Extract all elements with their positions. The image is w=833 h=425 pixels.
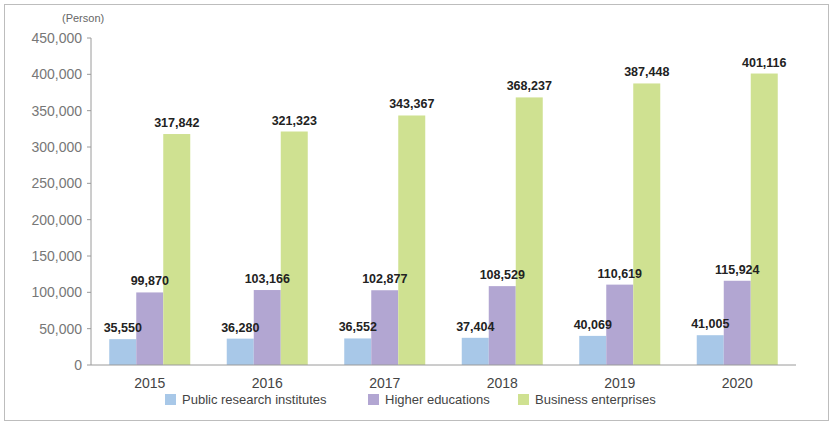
y-axis xyxy=(91,38,92,365)
data-label: 317,842 xyxy=(154,116,199,130)
data-label: 40,069 xyxy=(574,318,612,332)
y-tick-label: 300,000 xyxy=(31,139,82,155)
data-label: 115,924 xyxy=(715,263,760,277)
data-label: 37,404 xyxy=(456,320,494,334)
y-tick xyxy=(87,256,91,257)
data-label: 387,448 xyxy=(624,65,669,79)
data-label: 343,367 xyxy=(389,97,434,111)
bar xyxy=(398,115,425,365)
bar xyxy=(163,134,190,365)
y-tick xyxy=(87,183,91,184)
legend-label: Higher educations xyxy=(385,392,490,407)
data-label: 321,323 xyxy=(272,114,317,128)
y-tick xyxy=(87,219,91,220)
legend-swatch xyxy=(165,394,176,405)
y-tick-label: 100,000 xyxy=(31,284,82,300)
legend-label: Public research institutes xyxy=(182,392,327,407)
bar xyxy=(633,83,660,365)
y-tick-label: 200,000 xyxy=(31,212,82,228)
y-tick xyxy=(87,328,91,329)
x-tick-label: 2020 xyxy=(722,375,753,391)
x-tick-label: 2017 xyxy=(369,375,400,391)
bar xyxy=(579,336,606,365)
data-label: 36,280 xyxy=(221,321,259,335)
legend-swatch xyxy=(518,394,529,405)
frame xyxy=(5,5,829,421)
y-tick xyxy=(87,38,91,39)
y-axis-label: (Person) xyxy=(62,12,104,24)
x-tick-label: 2016 xyxy=(252,375,283,391)
y-tick-label: 450,000 xyxy=(31,30,82,46)
data-label: 368,237 xyxy=(507,79,552,93)
y-tick-label: 400,000 xyxy=(31,66,82,82)
y-tick-label: 250,000 xyxy=(31,175,82,191)
legend-label: Business enterprises xyxy=(535,392,656,407)
bars xyxy=(109,74,778,365)
x-tick-label: 2018 xyxy=(487,375,518,391)
data-label: 110,619 xyxy=(598,267,643,281)
bar xyxy=(462,338,489,365)
y-tick-label: 50,000 xyxy=(39,321,82,337)
bar xyxy=(227,339,254,365)
bar xyxy=(109,339,136,365)
bar xyxy=(281,132,308,365)
data-label: 99,870 xyxy=(131,274,169,288)
data-label: 103,166 xyxy=(245,272,290,286)
data-label: 36,552 xyxy=(339,320,377,334)
y-tick xyxy=(87,365,91,366)
y-tick xyxy=(87,147,91,148)
data-labels: 35,550 99,870 317,842 36,280 103,166 321,323 3… xyxy=(104,56,787,336)
x-tick-label: 2015 xyxy=(134,375,165,391)
data-label: 102,877 xyxy=(362,272,407,286)
legend-swatch xyxy=(368,394,379,405)
x-axis xyxy=(91,365,796,366)
bar xyxy=(751,74,778,365)
data-label: 401,116 xyxy=(742,56,787,70)
y-tick xyxy=(87,74,91,75)
x-tick-label: 2019 xyxy=(604,375,635,391)
y-tick-label: 0 xyxy=(74,357,82,373)
data-label: 35,550 xyxy=(104,321,142,335)
bar xyxy=(344,338,371,365)
y-tick xyxy=(87,292,91,293)
data-label: 41,005 xyxy=(691,317,729,331)
y-tick-label: 350,000 xyxy=(31,103,82,119)
data-label: 108,529 xyxy=(480,268,525,282)
y-tick xyxy=(87,110,91,111)
bar xyxy=(697,335,724,365)
y-tick-label: 150,000 xyxy=(31,248,82,264)
chart: (Person) 0 50,000 100,000 150,000 200,000 250,… xyxy=(0,0,833,425)
bar xyxy=(516,97,543,365)
legend: Public research institutes Higher educati… xyxy=(165,392,656,407)
